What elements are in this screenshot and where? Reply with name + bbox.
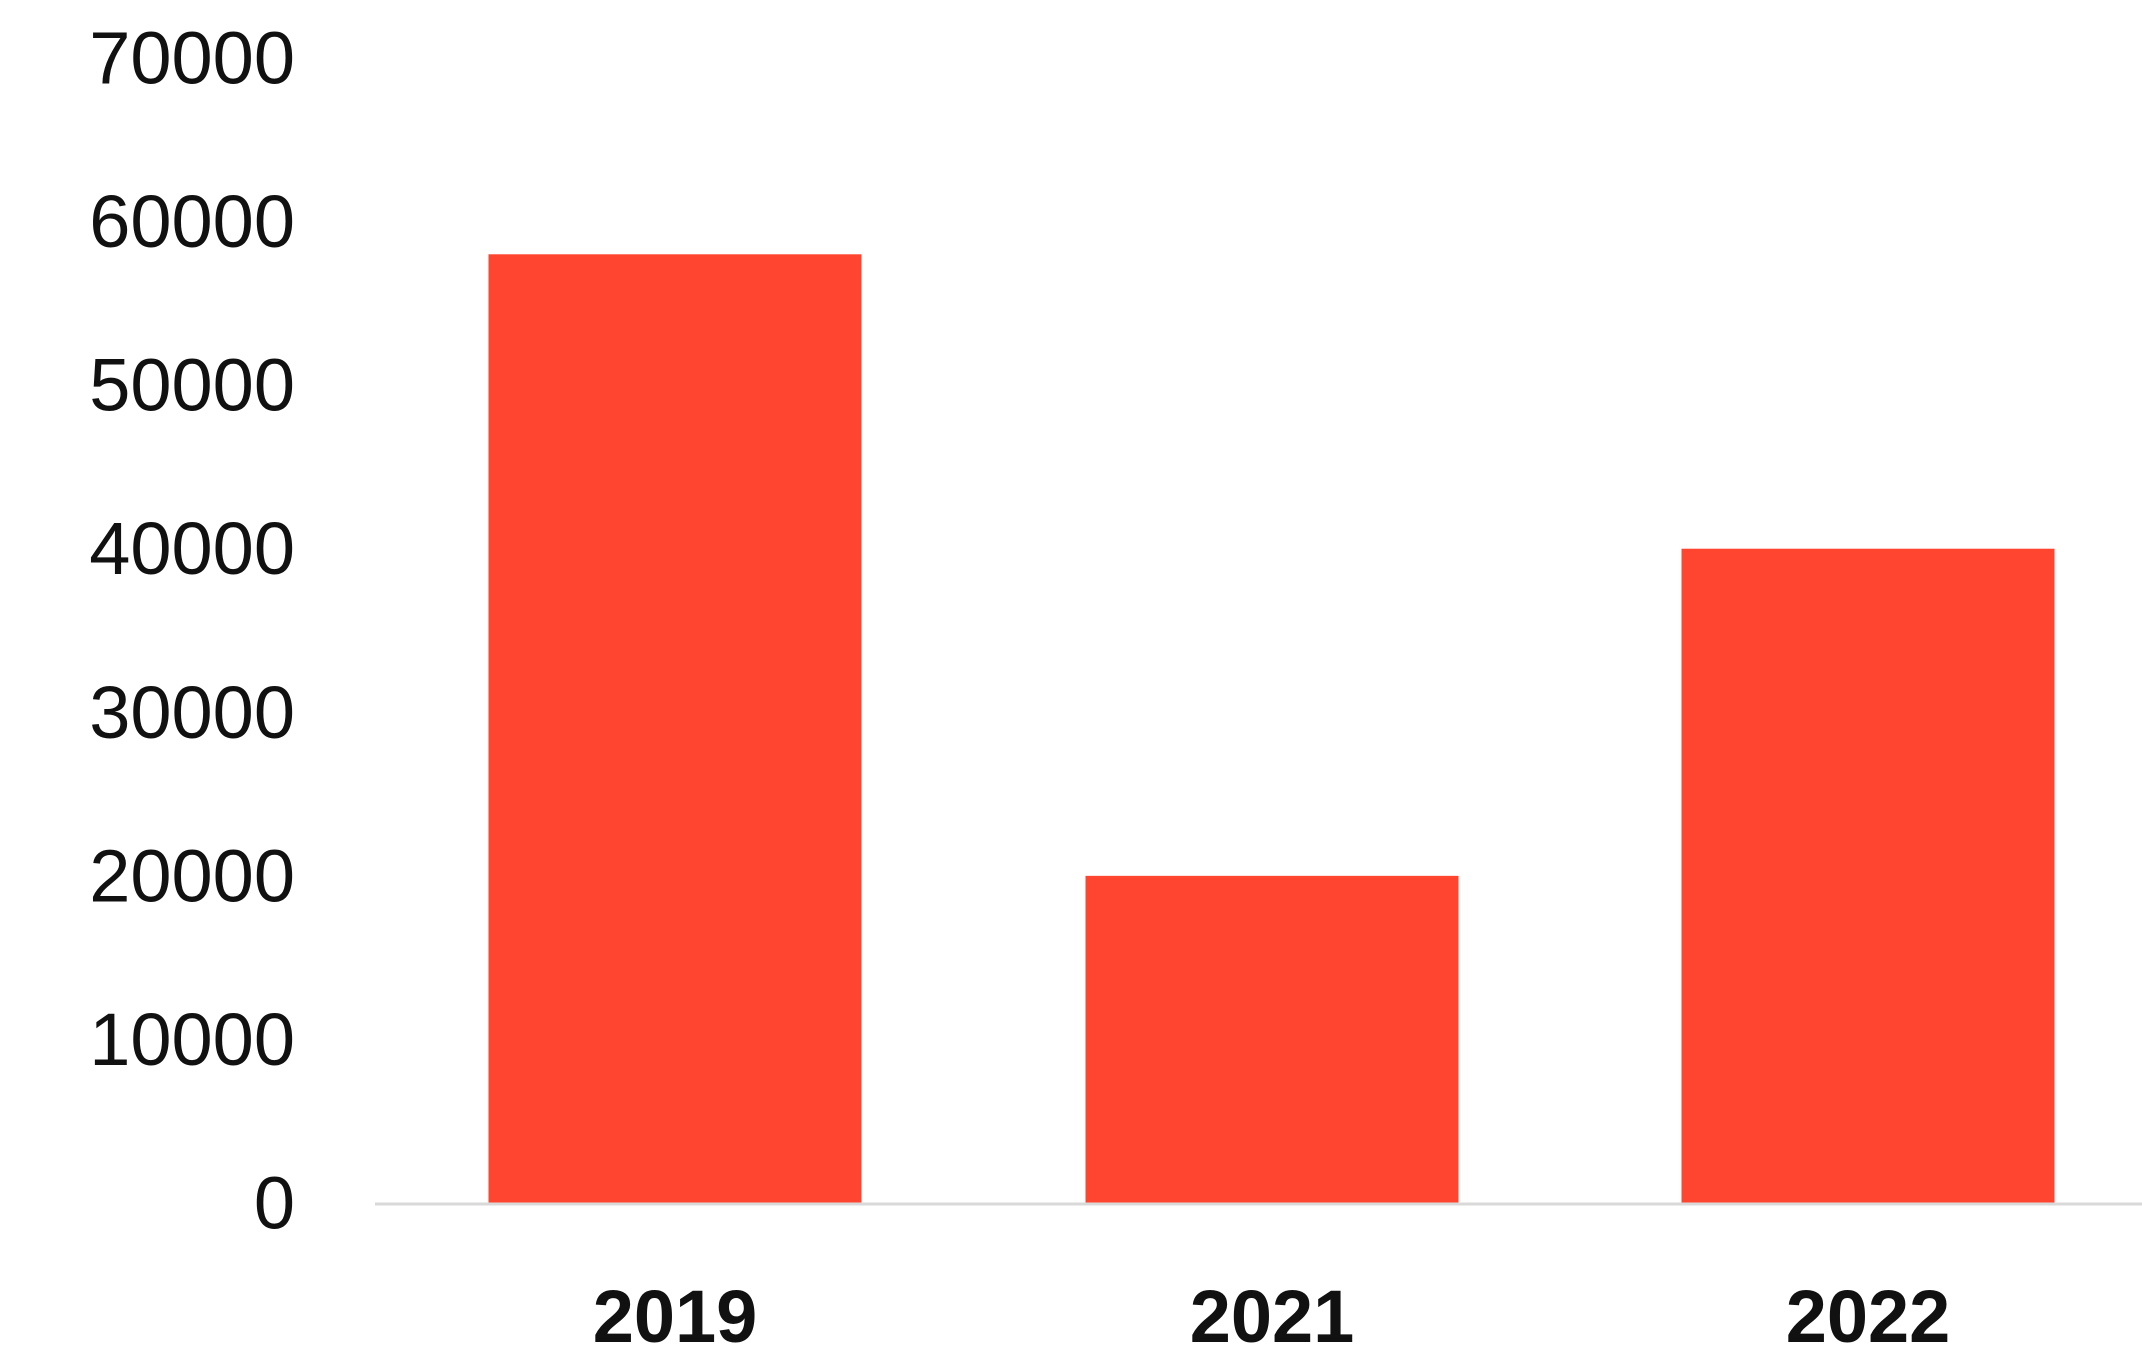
y-tick-label: 60000 xyxy=(89,180,295,263)
y-tick-label: 40000 xyxy=(89,507,295,590)
x-axis-tick-labels: 2019 2021 2022 xyxy=(593,1275,1951,1358)
y-tick-label: 30000 xyxy=(89,671,295,754)
y-tick-label: 20000 xyxy=(89,834,295,917)
x-tick-label-2022: 2022 xyxy=(1786,1275,1951,1358)
bar-2022 xyxy=(1681,548,2055,1203)
bar-2019 xyxy=(488,254,862,1204)
y-tick-label: 50000 xyxy=(89,344,295,427)
x-tick-label-2019: 2019 xyxy=(593,1275,758,1358)
y-axis-tick-labels: 0 10000 20000 30000 40000 50000 60000 70000 xyxy=(89,17,295,1245)
bars xyxy=(488,254,2055,1204)
y-tick-label: 0 xyxy=(254,1162,295,1245)
bar-2021 xyxy=(1085,875,1459,1203)
y-tick-label: 70000 xyxy=(89,17,295,100)
x-tick-label-2021: 2021 xyxy=(1190,1275,1355,1358)
y-tick-label: 10000 xyxy=(89,998,295,1081)
